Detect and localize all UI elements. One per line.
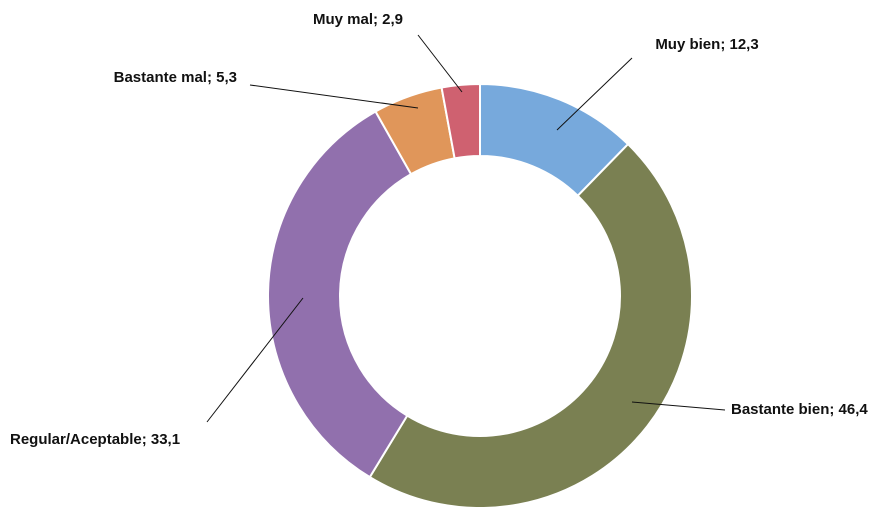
leader-line bbox=[417, 34, 463, 93]
leader-line bbox=[249, 84, 419, 109]
data-label: Muy mal; 2,9 bbox=[313, 11, 403, 28]
leader-line bbox=[631, 401, 726, 411]
leader-line bbox=[206, 297, 304, 423]
slice bbox=[368, 142, 694, 507]
slice bbox=[440, 82, 481, 160]
data-label: Regular/Aceptable; 33,1 bbox=[10, 431, 180, 448]
slices bbox=[267, 82, 694, 507]
data-label: Muy bien; 12,3 bbox=[655, 36, 758, 53]
leader-lines bbox=[206, 34, 726, 423]
leader-line bbox=[556, 57, 633, 131]
data-label: Bastante mal; 5,3 bbox=[114, 69, 237, 86]
slice bbox=[267, 110, 413, 479]
data-label: Bastante bien; 46,4 bbox=[731, 401, 868, 418]
